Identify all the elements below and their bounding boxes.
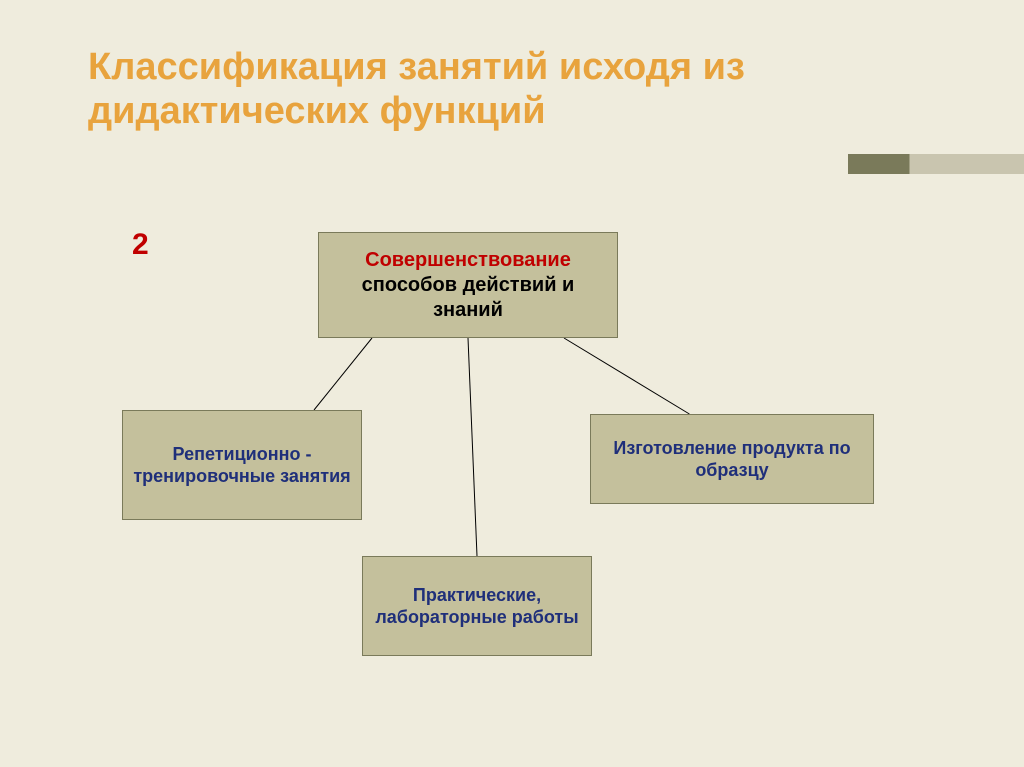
slide: Классификация занятий исходя из дидактич… [0,0,1024,767]
connector-line [468,338,477,556]
node-bottom: Практические, лабораторные работы [362,556,592,656]
accent-bar [848,154,1024,174]
connector-line [314,338,372,410]
slide-title: Классификация занятий исходя из дидактич… [88,46,848,133]
node-root: Совершенствование способов действий и зн… [318,232,618,338]
node-root-line1: Совершенствование [329,248,607,273]
connector-line [564,338,689,414]
node-root-rest: способов действий и знаний [329,273,607,323]
node-left: Репетиционно - тренировочные занятия [122,410,362,520]
node-right: Изготовление продукта по образцу [590,414,874,504]
section-number: 2 [132,228,149,262]
